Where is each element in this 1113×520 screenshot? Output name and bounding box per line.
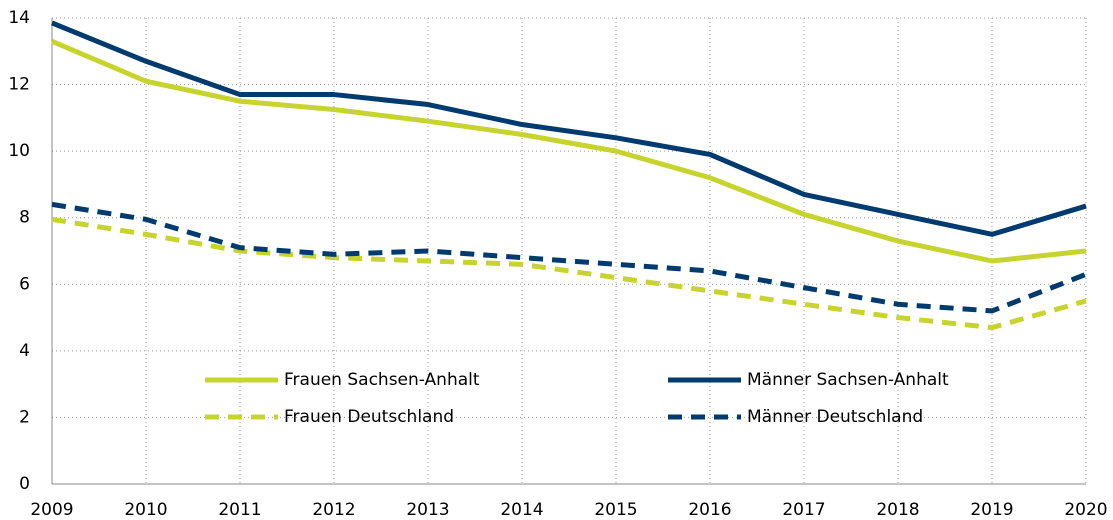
y-tick-label: 8: [19, 208, 30, 228]
y-tick-label: 14: [8, 8, 30, 28]
x-tick-label: 2014: [500, 500, 543, 520]
x-tick-label: 2018: [876, 500, 919, 520]
line-series: [51, 216, 1087, 331]
x-tick-label: 2012: [312, 500, 355, 520]
line-series: [51, 20, 1087, 237]
legend-label: Männer Deutschland: [747, 407, 923, 427]
line-series: [51, 38, 1087, 264]
x-tick-label: 2010: [124, 500, 167, 520]
legend-label: Frauen Sachsen-Anhalt: [284, 370, 480, 390]
x-tick-label: 2016: [688, 500, 731, 520]
x-tick-label: 2017: [782, 500, 825, 520]
y-tick-label: 12: [8, 75, 30, 95]
legend-label: Frauen Deutschland: [284, 407, 454, 427]
y-tick-label: 6: [19, 274, 30, 294]
y-tick-label: 2: [19, 407, 30, 427]
x-tick-label: 2019: [970, 500, 1013, 520]
y-tick-label: 10: [8, 141, 30, 161]
x-tick-label: 2009: [30, 500, 73, 520]
x-tick-label: 2015: [594, 500, 637, 520]
x-tick-label: 2013: [406, 500, 449, 520]
x-tick-label: 2011: [218, 500, 261, 520]
legend-label: Männer Sachsen-Anhalt: [747, 370, 949, 390]
x-tick-label: 2020: [1064, 500, 1107, 520]
y-tick-label: 0: [19, 474, 30, 494]
y-tick-label: 4: [19, 341, 30, 361]
